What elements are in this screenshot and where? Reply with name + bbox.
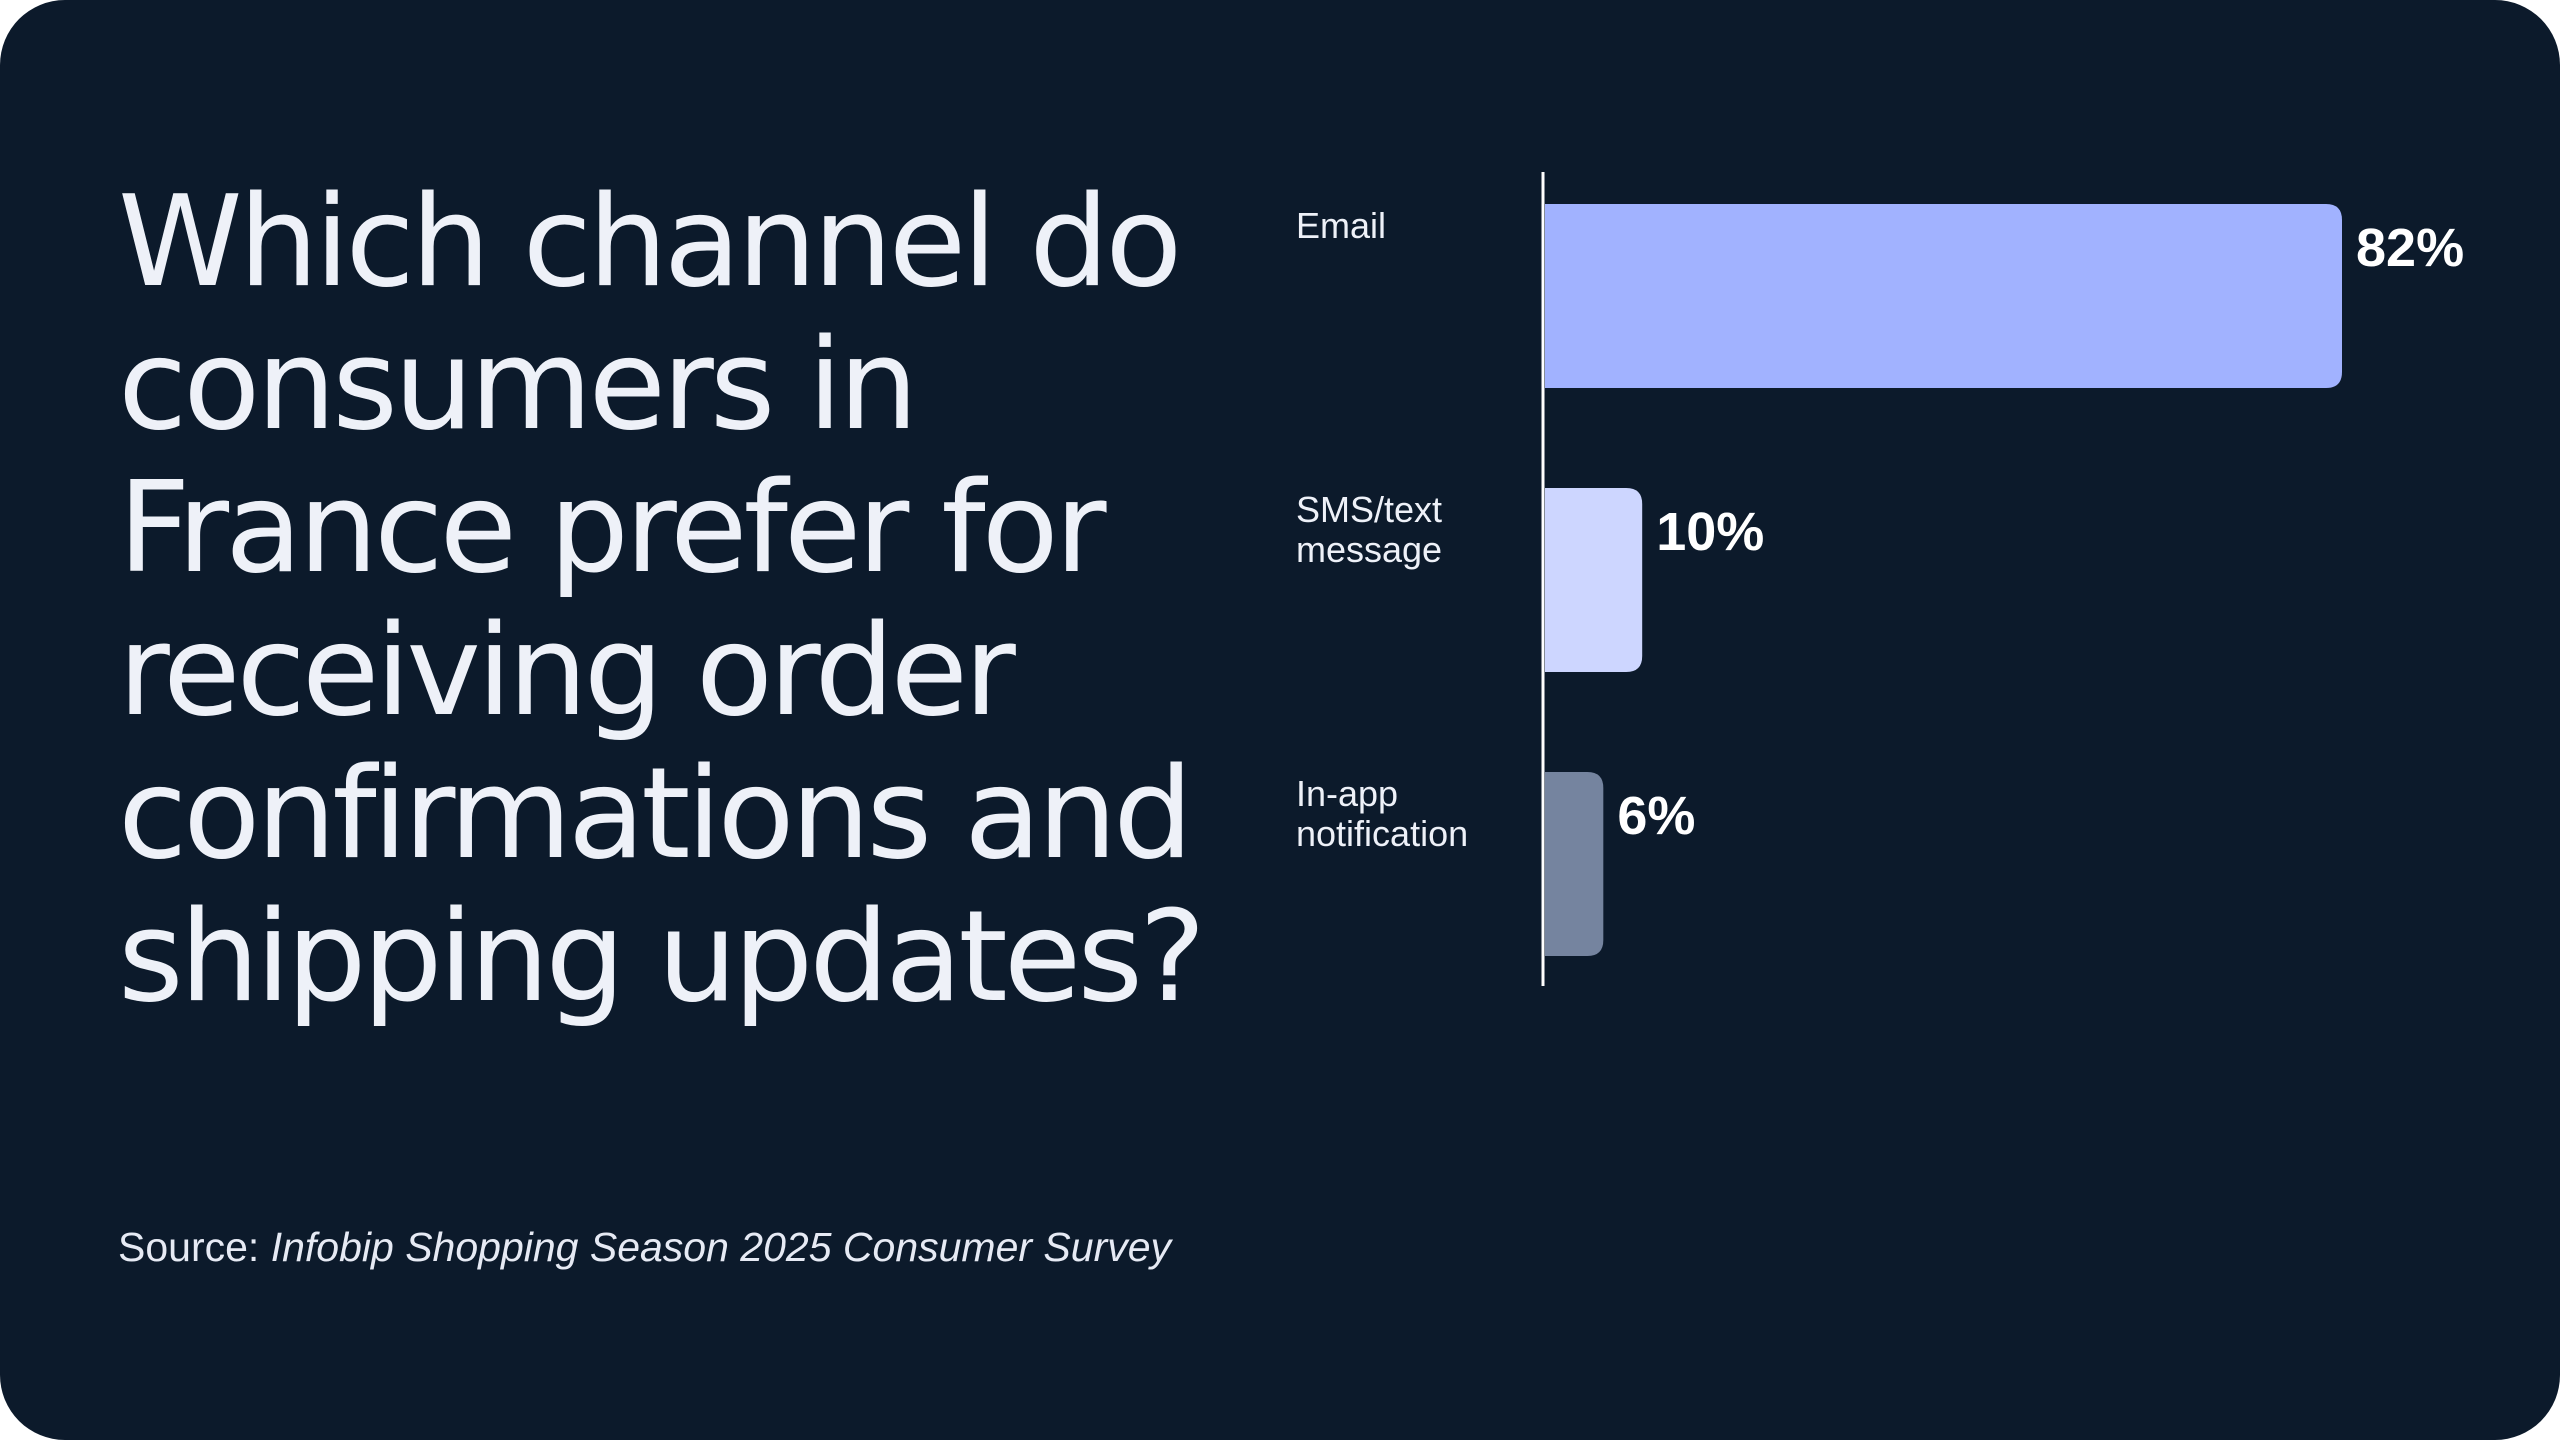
category-label-2-line-1: notification: [1296, 813, 1468, 854]
category-label-0-line-0: Email: [1296, 205, 1386, 246]
chart-title: Which channel do consumers in France pre…: [118, 168, 1206, 1030]
category-label-2: In-app notification: [1296, 773, 1468, 854]
category-label-2-line-0: In-app: [1296, 773, 1398, 814]
source-note: Source: Infobip Shopping Season 2025 Con…: [118, 1222, 1171, 1272]
category-label-1-line-1: message: [1296, 529, 1442, 570]
category-label-1-line-0: SMS/text: [1296, 489, 1442, 530]
bar-0: [1545, 204, 2342, 388]
source-prefix: Source:: [118, 1224, 271, 1270]
value-label-1: 10%: [1656, 502, 1764, 562]
value-label-0: 82%: [2356, 218, 2464, 278]
value-label-2: 6%: [1617, 786, 1695, 846]
bar-1: [1545, 488, 1643, 672]
category-label-0: Email: [1296, 205, 1386, 246]
category-label-1: SMS/text message: [1296, 489, 1442, 570]
bar-2: [1545, 772, 1604, 956]
bars-layer: 82% Email 10% SMS/text message 6% In-app notifi…: [1296, 204, 2464, 956]
source-name: Infobip Shopping Season 2025 Consumer Su…: [270, 1224, 1172, 1270]
